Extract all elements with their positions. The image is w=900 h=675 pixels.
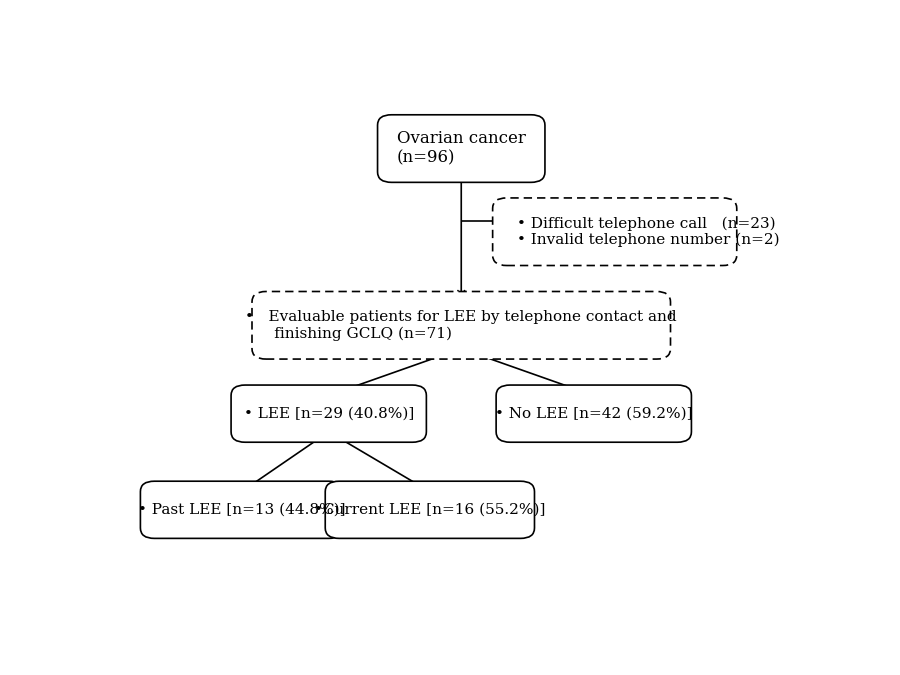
FancyBboxPatch shape — [252, 292, 670, 359]
Text: • Past LEE [n=13 (44.8%)]: • Past LEE [n=13 (44.8%)] — [138, 503, 346, 517]
FancyBboxPatch shape — [492, 198, 737, 265]
FancyBboxPatch shape — [231, 385, 427, 442]
Text: • No LEE [n=42 (59.2%)]: • No LEE [n=42 (59.2%)] — [495, 406, 692, 421]
FancyBboxPatch shape — [140, 481, 343, 539]
Text: •Current LEE [n=16 (55.2%)]: •Current LEE [n=16 (55.2%)] — [314, 503, 545, 517]
Text: Ovarian cancer
(n=96): Ovarian cancer (n=96) — [397, 130, 526, 167]
FancyBboxPatch shape — [496, 385, 691, 442]
Text: • Difficult telephone call   (n=23)
• Invalid telephone number (n=2): • Difficult telephone call (n=23) • Inva… — [517, 216, 779, 247]
Text: •   Evaluable patients for LEE by telephone contact and
      finishing GCLQ (n=: • Evaluable patients for LEE by telephon… — [246, 310, 677, 341]
FancyBboxPatch shape — [325, 481, 535, 539]
FancyBboxPatch shape — [378, 115, 545, 182]
Text: • LEE [n=29 (40.8%)]: • LEE [n=29 (40.8%)] — [244, 406, 414, 421]
